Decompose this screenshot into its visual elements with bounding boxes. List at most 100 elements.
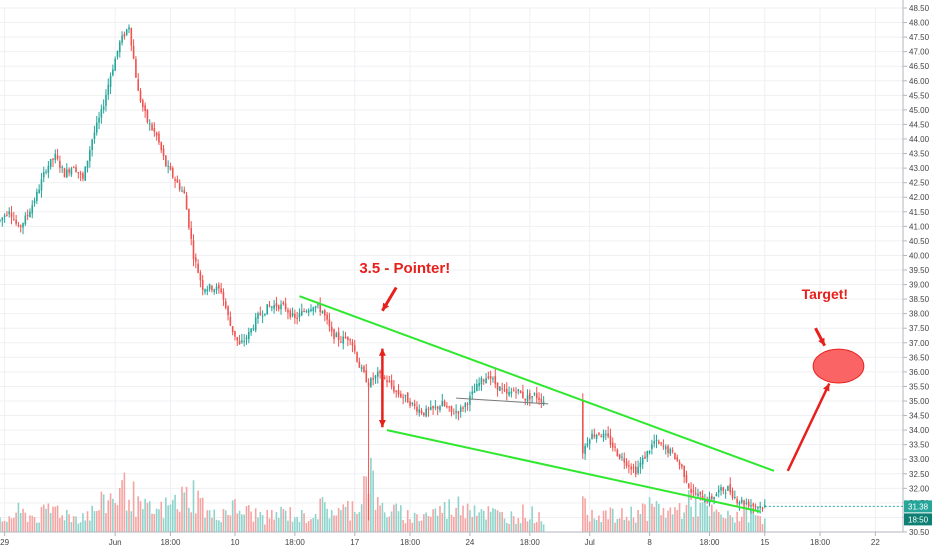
candle-body xyxy=(261,315,264,317)
candle-body xyxy=(114,58,116,71)
candle-body xyxy=(660,442,662,444)
candle-body xyxy=(3,215,6,218)
candle-body xyxy=(727,486,729,491)
countdown-tag xyxy=(904,513,932,526)
volume-bar xyxy=(763,518,766,532)
candle-body xyxy=(694,492,697,495)
candle-body xyxy=(36,191,38,201)
volume-bar xyxy=(234,499,236,532)
candle-body xyxy=(268,305,271,307)
volume-bar xyxy=(314,513,317,532)
candle-body xyxy=(664,446,667,449)
y-tick-label: 43.50 xyxy=(909,150,930,159)
volume-bar xyxy=(724,518,727,532)
candle-body xyxy=(247,331,250,340)
volume-bar xyxy=(648,497,651,532)
y-tick-label: 37.00 xyxy=(909,339,930,348)
candle-body xyxy=(137,79,140,91)
candle-body xyxy=(17,225,20,227)
candle-body xyxy=(82,173,84,179)
volume-bar xyxy=(128,499,130,532)
x-tick-label: 15 xyxy=(760,538,769,547)
volume-bar xyxy=(300,509,303,532)
volume-bar xyxy=(3,520,6,532)
volume-bar xyxy=(61,515,64,532)
candle-body xyxy=(648,451,651,453)
candle-body xyxy=(457,411,460,414)
volume-bar xyxy=(45,508,47,532)
candle-body xyxy=(687,484,690,488)
volume-bar xyxy=(130,511,133,532)
candle-body xyxy=(287,309,289,313)
candle-body xyxy=(501,388,503,390)
candle-body xyxy=(713,497,715,500)
volume-bar xyxy=(710,504,713,532)
annotation-text: 3.5 - Pointer! xyxy=(359,260,450,277)
volume-bar xyxy=(662,507,665,532)
volume-bar xyxy=(289,507,292,532)
candle-body xyxy=(360,367,363,369)
volume-bar xyxy=(224,510,227,532)
candle-body xyxy=(296,317,298,319)
volume-bar xyxy=(485,519,487,532)
candle-body xyxy=(347,337,349,341)
volume-bar xyxy=(185,486,188,532)
y-tick-label: 32.00 xyxy=(909,484,930,493)
candle-body xyxy=(130,28,133,46)
volume-bar xyxy=(227,514,229,532)
candle-body xyxy=(208,284,211,290)
volume-bar xyxy=(505,522,508,532)
volume-bar xyxy=(540,521,543,532)
volume-bar xyxy=(254,508,257,532)
y-tick-label: 43.00 xyxy=(909,164,930,173)
volume-bar xyxy=(584,498,586,532)
candle-body xyxy=(761,507,764,509)
candle-body xyxy=(61,166,64,168)
volume-bar xyxy=(312,517,315,532)
candle-body xyxy=(388,380,391,382)
candle-body xyxy=(750,505,752,507)
candle-body xyxy=(704,500,706,503)
y-tick-label: 32.50 xyxy=(909,470,930,479)
volume-bar xyxy=(151,513,153,532)
volume-bar xyxy=(494,509,497,532)
y-tick-label: 34.50 xyxy=(909,412,930,421)
candle-body xyxy=(241,340,243,343)
y-tick-label: 35.00 xyxy=(909,397,930,406)
candle-body xyxy=(522,391,524,398)
candle-body xyxy=(218,284,220,289)
candle-body xyxy=(13,218,15,220)
volume-bar xyxy=(754,515,757,532)
volume-bar xyxy=(607,519,609,532)
candle-body xyxy=(40,179,43,191)
volume-bar xyxy=(750,508,752,532)
volume-bar xyxy=(1,521,4,532)
candle-body xyxy=(595,434,598,439)
candle-body xyxy=(662,445,665,447)
volume-bar xyxy=(482,510,485,532)
volume-bars xyxy=(0,457,766,532)
price-tags: 31.38 18:50 xyxy=(764,500,932,526)
candle-body xyxy=(19,225,22,227)
volume-bar xyxy=(533,523,536,532)
y-tick-label: 39.00 xyxy=(909,281,930,290)
volume-bar xyxy=(10,518,13,532)
candle-body xyxy=(731,490,734,498)
candle-body xyxy=(305,311,308,313)
arrow-line xyxy=(786,382,831,472)
volume-bar xyxy=(79,522,82,532)
volume-bar xyxy=(376,497,379,532)
volume-bar xyxy=(581,496,584,532)
volume-bar xyxy=(432,509,434,532)
volume-bar xyxy=(167,505,169,532)
volume-bar xyxy=(109,493,112,532)
candle-body xyxy=(524,398,527,401)
volume-bar xyxy=(190,512,193,532)
volume-bar xyxy=(715,509,718,532)
volume-bar xyxy=(522,504,524,532)
candle-body xyxy=(508,391,510,396)
volume-bar xyxy=(736,511,738,532)
candle-body xyxy=(84,166,87,181)
candle-body xyxy=(135,58,137,78)
